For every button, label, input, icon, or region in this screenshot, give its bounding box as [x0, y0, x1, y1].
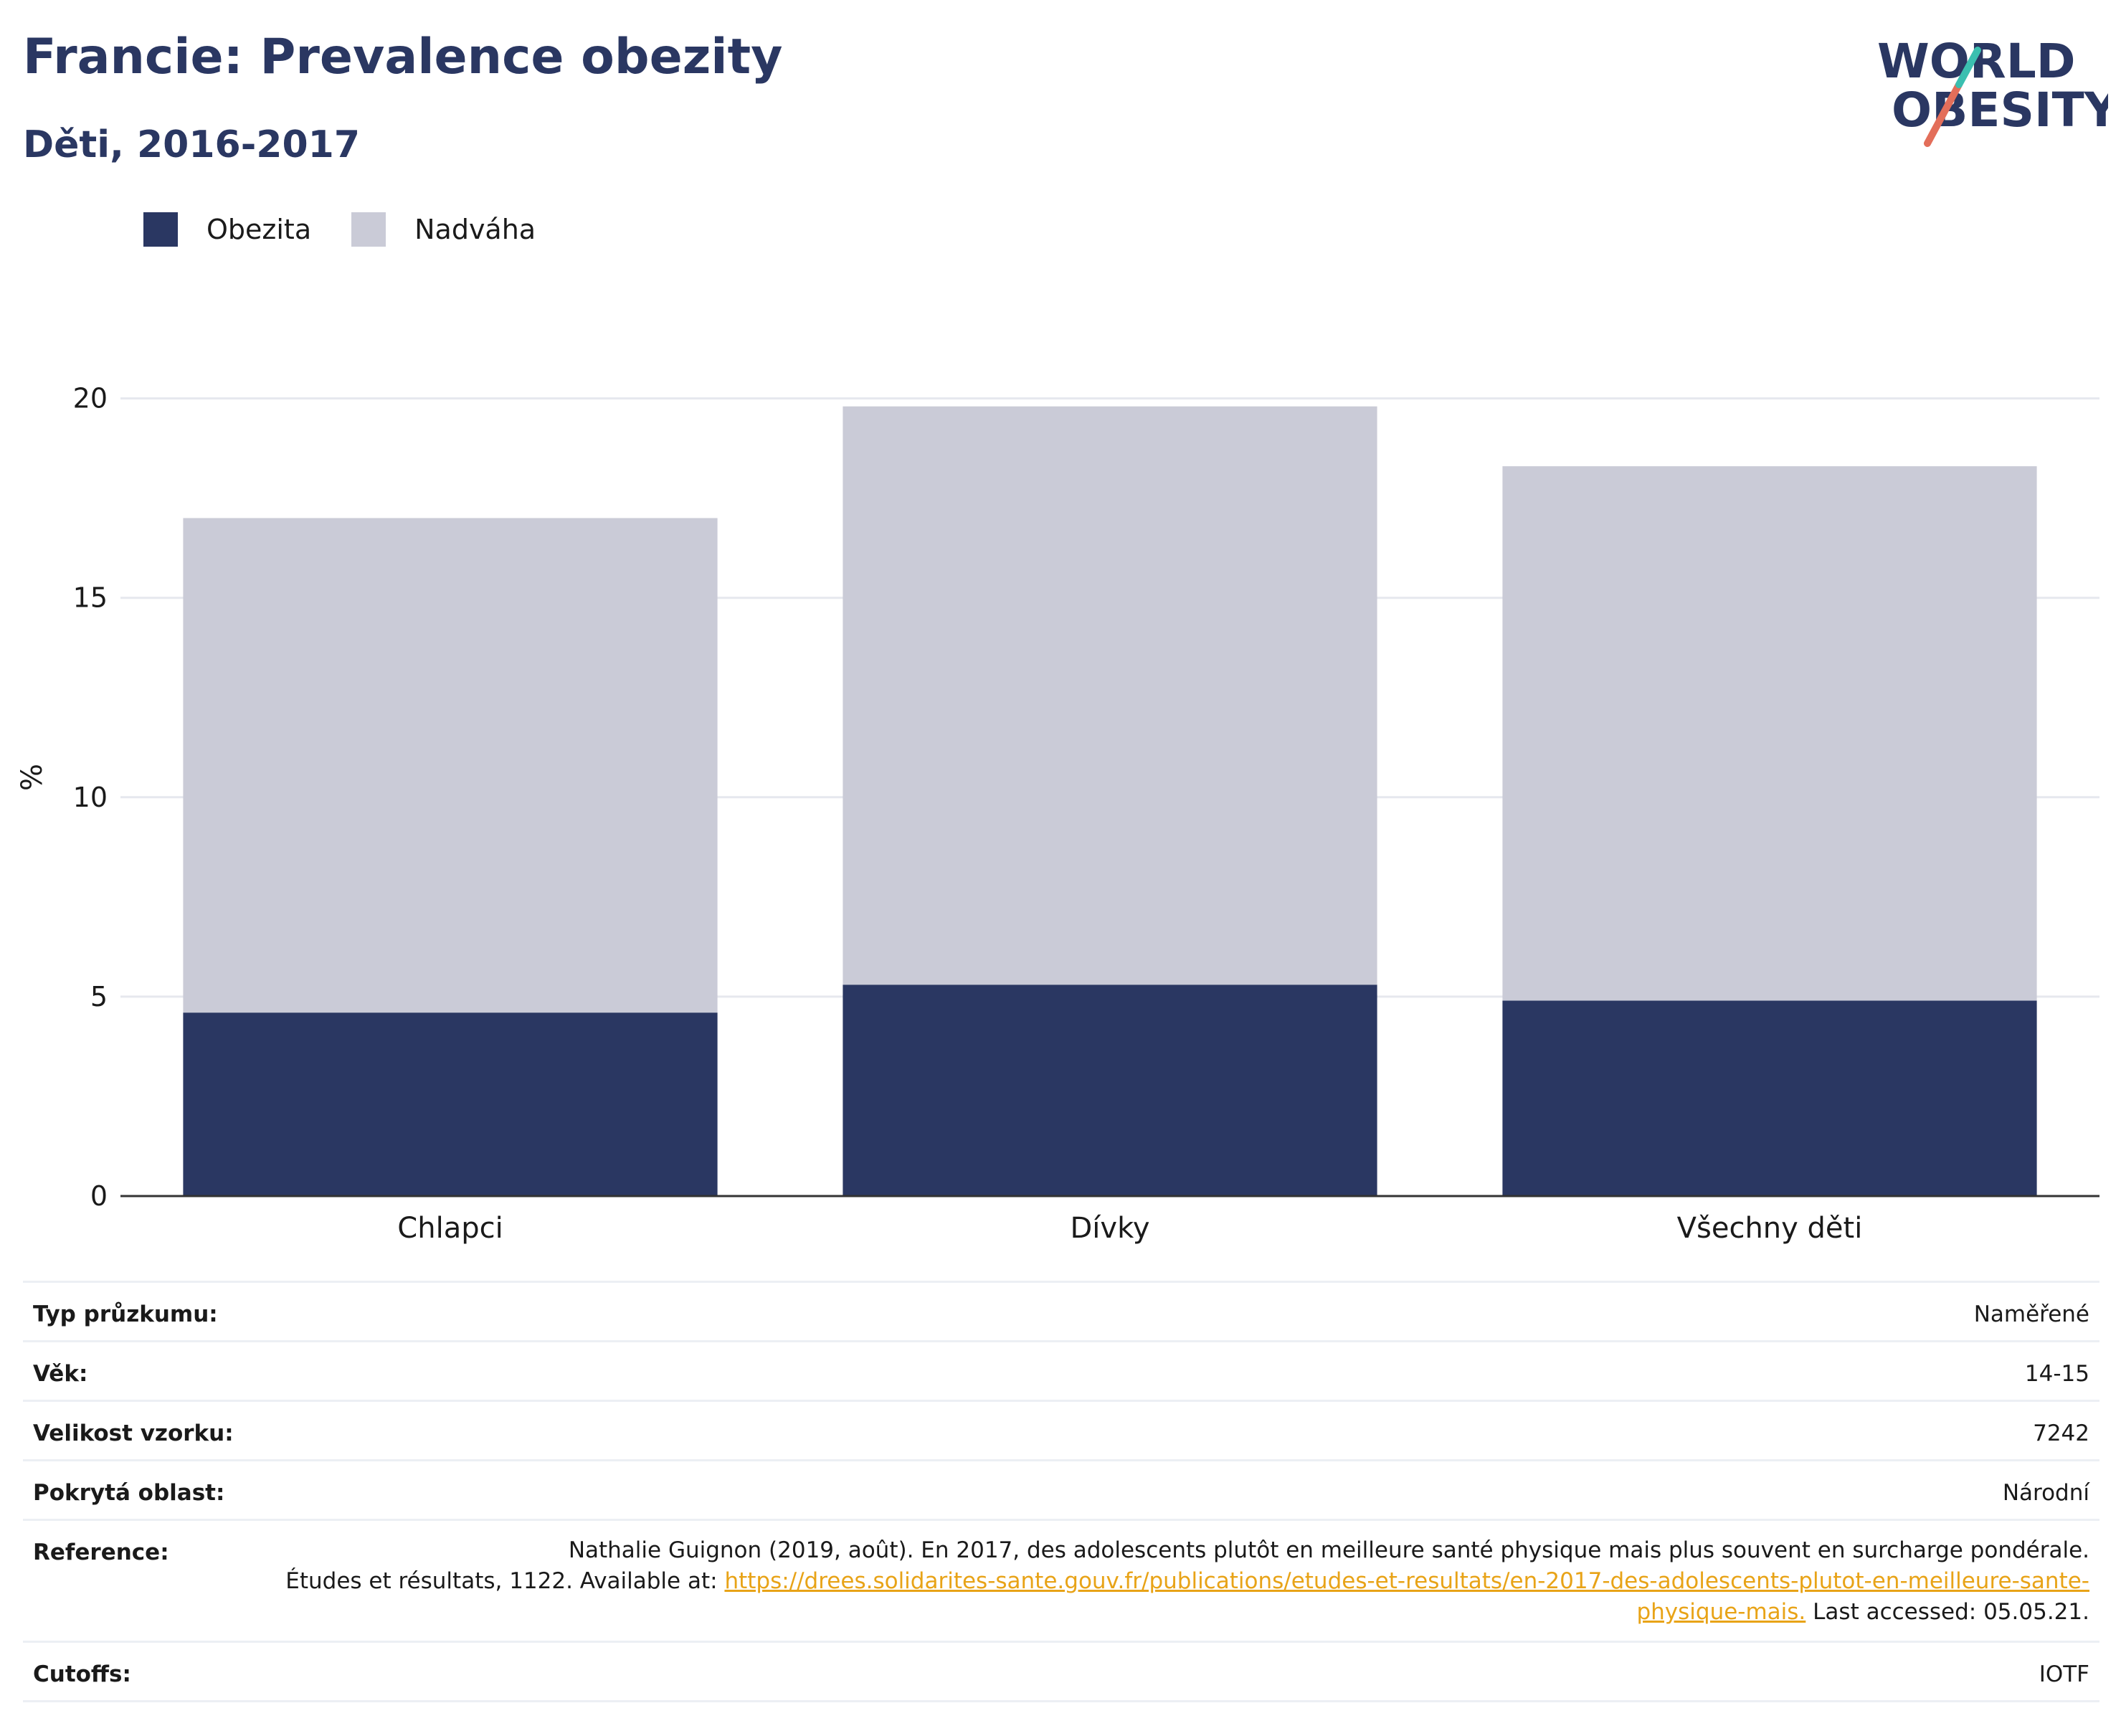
reference-accessed: Last accessed: 05.05.21. [1806, 1599, 2089, 1625]
meta-key: Cutoffs: [33, 1661, 131, 1687]
meta-row-reference: Reference: Nathalie Guignon (2019, août)… [23, 1519, 2099, 1641]
reference-citation: Nathalie Guignon (2019, août). En 2017, … [568, 1537, 2089, 1563]
world-obesity-logo: WORLD OBESITY [1877, 34, 2108, 147]
x-tick-label: Dívky [1071, 1212, 1150, 1245]
x-tick-label: Chlapci [397, 1212, 503, 1245]
meta-row-coverage: Pokrytá oblast: Národní [23, 1459, 2099, 1519]
y-tick-label: 10 [73, 782, 108, 813]
legend-item-overweight[interactable]: Nadváha [351, 212, 536, 247]
legend-swatch-overweight [351, 212, 386, 247]
y-tick-label: 0 [90, 1180, 108, 1212]
meta-row-age: Věk: 14-15 [23, 1340, 2099, 1400]
x-tick-label: Všechny děti [1677, 1212, 1863, 1245]
bar-obesity-2 [1502, 1000, 2037, 1196]
bar-overweight-1 [843, 406, 1377, 985]
reference-text: Nathalie Guignon (2019, août). En 2017, … [283, 1521, 2089, 1641]
meta-value: 14-15 [2024, 1361, 2089, 1387]
meta-key: Pokrytá oblast: [33, 1480, 225, 1506]
meta-value: Naměřené [1973, 1301, 2089, 1327]
meta-key: Typ průzkumu: [33, 1301, 218, 1327]
legend: Obezita Nadváha [143, 212, 576, 247]
meta-value: Národní [2002, 1480, 2089, 1506]
chart-title: Francie: Prevalence obezity [23, 29, 783, 85]
bar-chart: 0 5 10 15 20% Chlapci Dívky Všechny děti [16, 383, 2099, 1245]
bar-overweight-0 [183, 518, 718, 1013]
legend-label-overweight: Nadváha [414, 214, 536, 245]
meta-key: Věk: [33, 1361, 88, 1387]
y-tick-label: 15 [73, 582, 108, 614]
chart-subtitle: Děti, 2016-2017 [23, 123, 361, 166]
bar-obesity-1 [843, 985, 1377, 1196]
reference-link[interactable]: https://drees.solidarites-sante.gouv.fr/… [724, 1568, 2089, 1625]
y-axis-label: % [16, 764, 49, 791]
meta-value: 7242 [2033, 1420, 2089, 1446]
reference-source: Études et résultats, 1122. Available at: [285, 1568, 725, 1594]
bar-obesity-0 [183, 1012, 718, 1196]
meta-value: IOTF [2039, 1661, 2089, 1687]
logo-line2: OBESITY [1892, 82, 2108, 138]
meta-key: Velikost vzorku: [33, 1420, 234, 1446]
bar-overweight-2 [1502, 466, 2037, 1001]
y-tick-label: 5 [90, 981, 108, 1012]
legend-swatch-obesity [143, 212, 178, 247]
legend-item-obesity[interactable]: Obezita [143, 212, 311, 247]
meta-row-sample-size: Velikost vzorku: 7242 [23, 1400, 2099, 1459]
logo-line1: WORLD [1877, 34, 2076, 89]
meta-key: Reference: [33, 1540, 169, 1565]
survey-details-table: Typ průzkumu: Naměřené Věk: 14-15 Veliko… [23, 1281, 2099, 1702]
legend-label-obesity: Obezita [207, 214, 312, 245]
y-tick-label: 20 [73, 383, 108, 414]
meta-row-cutoffs: Cutoffs: IOTF [23, 1641, 2099, 1702]
meta-row-survey-type: Typ průzkumu: Naměřené [23, 1281, 2099, 1340]
